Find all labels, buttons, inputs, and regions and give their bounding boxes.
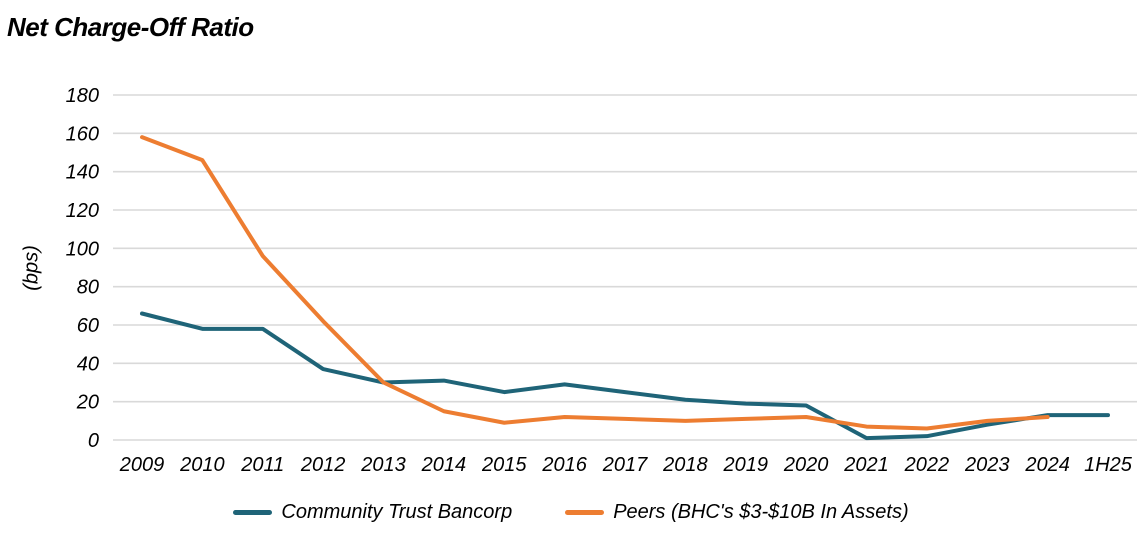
- x-tick-label: 2012: [300, 454, 346, 476]
- y-tick-label: 140: [66, 162, 99, 184]
- x-tick-label: 1H25: [1084, 454, 1133, 476]
- x-tick-label: 2010: [179, 454, 225, 476]
- y-tick-label: 100: [66, 238, 99, 260]
- x-tick-label: 2022: [904, 454, 950, 476]
- x-tick-label: 2024: [1024, 454, 1070, 476]
- x-tick-label: 2009: [119, 454, 165, 476]
- y-tick-label: 60: [77, 315, 99, 337]
- y-tick-label: 120: [66, 200, 99, 222]
- x-tick-label: 2023: [964, 454, 1010, 476]
- x-tick-label: 2019: [723, 454, 769, 476]
- x-tick-label: 2015: [481, 454, 527, 476]
- x-tick-label: 2021: [843, 454, 889, 476]
- x-tick-label: 2016: [541, 454, 587, 476]
- series-line-community-trust: [140, 311, 1110, 441]
- series-line-peers: [140, 135, 1050, 431]
- y-tick-label: 160: [66, 123, 99, 145]
- legend-label-community-trust-bancorp: Community Trust Bancorp: [281, 501, 513, 523]
- y-tick-label: 80: [77, 277, 99, 299]
- chart-title: Net Charge-Off Ratio: [7, 12, 254, 42]
- legend-label-peers: Peers (BHC's $3-$10B In Assets): [613, 501, 909, 523]
- legend-line-swatch-orange: [565, 510, 605, 515]
- y-tick-label: 0: [88, 430, 99, 452]
- x-tick-label: 2013: [360, 454, 406, 476]
- x-tick-label: 2011: [240, 454, 284, 476]
- y-tick-label: 40: [77, 353, 99, 375]
- y-tick-label: 180: [66, 85, 99, 107]
- chart-legend: Community Trust Bancorp Peers (BHC's $3-…: [0, 501, 1142, 524]
- x-tick-label: 2018: [662, 454, 708, 476]
- x-tick-label: 2017: [602, 454, 648, 476]
- legend-line-swatch-teal: [233, 510, 273, 515]
- x-tick-label: 2020: [783, 454, 829, 476]
- y-tick-label: 20: [76, 392, 99, 414]
- x-tick-label: 2014: [421, 454, 467, 476]
- legend-item-peers: Peers (BHC's $3-$10B In Assets): [565, 501, 909, 524]
- legend-item-community-trust-bancorp: Community Trust Bancorp: [233, 501, 512, 524]
